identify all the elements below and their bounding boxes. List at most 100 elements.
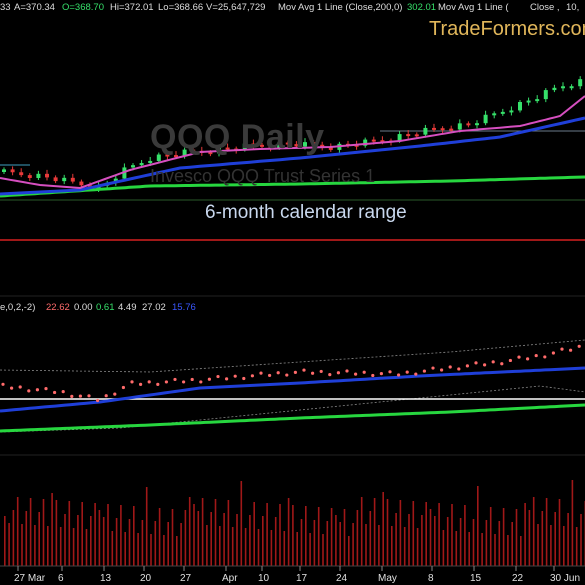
volume-bar [554, 512, 556, 566]
candle [45, 169, 49, 181]
volume-bar [438, 503, 440, 566]
indicator-band-lower [0, 385, 585, 433]
xaxis-label: 8 [428, 573, 434, 584]
volume-bar [305, 506, 307, 566]
volume-bar [279, 504, 281, 566]
volume-bar [515, 509, 518, 566]
volume-bar [395, 513, 397, 566]
indicator-dot [354, 372, 358, 376]
volume-bar [266, 503, 268, 566]
volume-bar [343, 509, 346, 566]
indicator-dot [216, 374, 220, 379]
indicator-dot [362, 370, 366, 374]
volume-bar [4, 516, 6, 566]
header-first: 33 [0, 2, 11, 13]
indicator-dot [328, 372, 332, 377]
indicator-dot [569, 348, 573, 352]
candle [311, 140, 316, 147]
volume-bar [16, 497, 19, 566]
volume-bar [72, 528, 75, 566]
indicator-dot [371, 373, 375, 378]
indicator-dot [379, 372, 383, 376]
indicator-dot [130, 380, 134, 384]
indicator-dot [336, 371, 340, 375]
volume-bar [369, 511, 372, 566]
volume-bar [188, 497, 191, 566]
volume-bar [150, 534, 152, 566]
volume-bar [201, 498, 204, 566]
volume-bar [507, 535, 509, 566]
volume-bar [335, 515, 337, 566]
ma-50-line [0, 116, 585, 196]
volume-bar [107, 504, 109, 566]
indicator-dot [543, 355, 547, 359]
indicator-dot [276, 371, 280, 375]
candle [320, 141, 325, 151]
indicator-dot [483, 363, 487, 367]
volume-bar [81, 502, 83, 566]
xaxis-label: 13 [100, 573, 112, 584]
header-ma-value: 302.01 [407, 2, 437, 13]
indicator-dot [577, 344, 581, 348]
indicator-dot [61, 390, 65, 394]
xaxis-ticks [17, 566, 555, 571]
xaxis-label: 20 [140, 573, 152, 584]
volume-bar [317, 507, 320, 566]
volume-bar [541, 511, 544, 566]
volume-bar [29, 498, 32, 566]
indicator-dot [302, 368, 306, 372]
candle [2, 167, 6, 174]
indicator-blue-line [0, 366, 585, 413]
indicator-dot [96, 398, 100, 403]
volume-bar [124, 532, 126, 566]
volume-bar [459, 518, 462, 566]
volume-bar [532, 497, 535, 566]
volume-bar [580, 514, 582, 566]
indicator-dot [560, 347, 564, 351]
volume-bar [115, 518, 118, 566]
volume-bar [283, 531, 286, 566]
volume-bar [77, 515, 79, 566]
candle [62, 174, 67, 185]
volume-bar [42, 499, 45, 566]
indicator-dot [70, 394, 74, 398]
watermark-subtitle: Invesco QQQ Trust Series 1 [150, 166, 376, 186]
indicator-dot [293, 370, 297, 374]
indicator-dot [147, 380, 151, 384]
volume-bar [399, 500, 402, 566]
candle [191, 146, 196, 154]
indicator-dot [508, 358, 512, 363]
volume-bar [416, 528, 419, 566]
xaxis-label: Apr [222, 573, 238, 584]
volume-bar [537, 524, 539, 566]
volume-bar [391, 526, 393, 566]
indicator-dot [440, 368, 444, 372]
candle [535, 95, 540, 104]
candle [518, 100, 522, 113]
indicator-dot [18, 385, 22, 389]
volume-bar [563, 526, 565, 566]
candle [251, 139, 256, 149]
volume-bar [98, 510, 101, 566]
candle [337, 141, 342, 153]
candle [543, 88, 548, 103]
xaxis-label: May [378, 573, 397, 584]
volume-bar [575, 527, 578, 566]
xaxis-label: 15 [470, 573, 482, 584]
xaxis-label: 30 Jun [550, 573, 581, 584]
volume-bar [412, 501, 415, 566]
candle [578, 76, 583, 90]
volume-bar [184, 510, 187, 566]
volume-bar [468, 532, 470, 566]
header-close-label: Close , [530, 2, 560, 13]
volume-bar [382, 492, 384, 566]
volume-bar [421, 515, 423, 566]
volume-bar [455, 531, 458, 566]
volume-bar [326, 521, 329, 566]
volume-bar [472, 519, 475, 566]
brand-logo-text: TradeFormers.com [429, 18, 585, 40]
indicator-dot [465, 364, 469, 368]
volume-bar [214, 499, 217, 566]
candle [10, 166, 15, 176]
